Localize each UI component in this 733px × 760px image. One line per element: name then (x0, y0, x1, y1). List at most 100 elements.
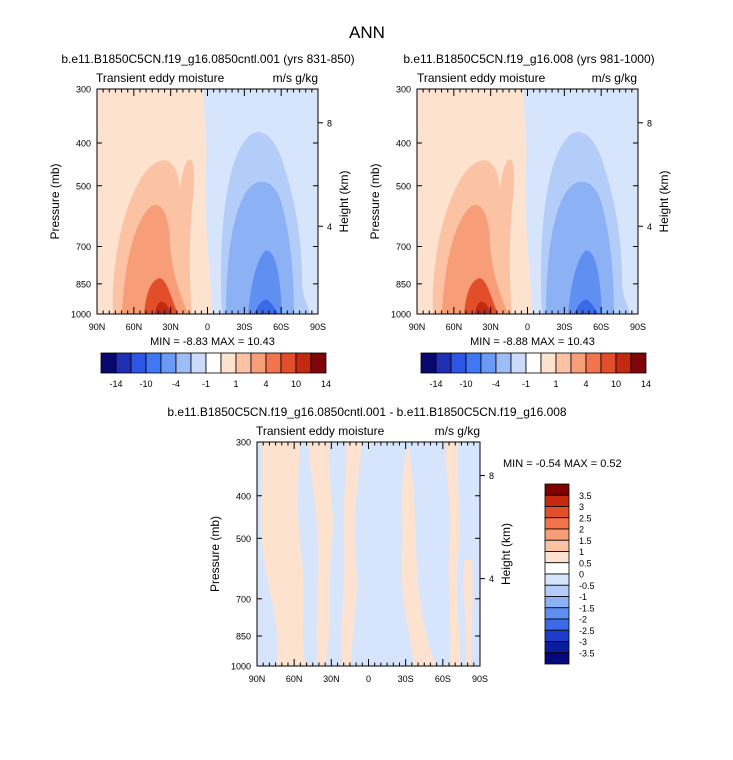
panel-2-colorbar-label: -14 (429, 379, 442, 389)
panel-1-colorbar-box (310, 352, 327, 374)
panel-1-height-tick-label: 4 (327, 222, 332, 232)
panel-1-x-tick-label: 60S (273, 322, 289, 332)
panel-3-colorbar-box (544, 584, 570, 597)
panel-3-colorbar-box (544, 506, 570, 519)
panel-2-colorbar-box (525, 352, 542, 374)
panel-2-colorbar: -14 -10 -4 -1 1 4 10 14 (420, 352, 651, 389)
panel-2-x-tick-label: 60N (446, 322, 463, 332)
panel-1-plot (96, 88, 319, 315)
panel-1-colorbar-box (130, 352, 147, 374)
panel-1-colorbar-box (295, 352, 312, 374)
panel-2-colorbar-box (420, 352, 437, 374)
panel-1-x-tick-label: 0 (205, 322, 210, 332)
panel-3-colorbar-box (544, 573, 570, 586)
panel-2-subtitle-right: m/s g/kg (592, 71, 637, 85)
panel-2-x-tick-label: 30S (556, 322, 572, 332)
panel-2-y-tick-label: 300 (396, 85, 411, 95)
panel-3-y-tick-label: 1000 (231, 662, 251, 672)
panel-3-height-tick-label: 4 (489, 574, 494, 584)
panel-1-colorbar-box (145, 352, 162, 374)
panel-3-colorbar-box (544, 652, 570, 665)
panel-1-colorbar-box (235, 352, 252, 374)
panel-1-colorbar-box (220, 352, 237, 374)
panel-1-colorbar-box (100, 352, 117, 374)
panel-1-y-tick-label: 500 (76, 181, 91, 191)
panel-3-y-tick-label: 700 (236, 594, 251, 604)
panel-1-colorbar-label: 4 (263, 379, 268, 389)
panel-2-ylabel: Pressure (mb) (368, 163, 382, 239)
panel-1-y-tick-label: 850 (76, 279, 91, 289)
panel-3-height-tick-label: 8 (489, 471, 494, 481)
panel-2-colorbar-box (450, 352, 467, 374)
panel-3-colorbar-box (544, 551, 570, 564)
panel-2-colorbar-label: 14 (641, 379, 651, 389)
panel-2-y-tick-label: 400 (396, 139, 411, 149)
panel-1: b.e11.B1850C5CN.f19_g16.0850cntl.001 (yr… (61, 52, 355, 315)
panel-1-colorbar-label: 14 (321, 379, 331, 389)
panel-2-colorbar-box (600, 352, 617, 374)
panel-3-x-tick-label: 90S (472, 674, 488, 684)
panel-1-axes: 300 400 500 700 850 1000 8 4 90N 60N 30N 0 30S 60S 90S… (48, 85, 351, 349)
panel-3-colorbar-label: -0.5 (579, 581, 595, 591)
panel-3-colorbar-label: 1.5 (579, 536, 592, 546)
panel-1-y-tick-label: 1000 (71, 310, 91, 320)
panel-3-colorbar: 3.532.5 21.510.5 0-0.5-1-1.5 -2-2.5-3-3.5 (544, 483, 595, 665)
panel-1-x-tick-label: 90S (310, 322, 326, 332)
figure-title: ANN (349, 23, 385, 42)
panel-2-colorbar-box (495, 352, 512, 374)
panel-1-y-tick-label: 300 (76, 85, 91, 95)
panel-2-x-tick-label: 90N (409, 322, 426, 332)
panel-2-axes: 300 400 500 700 850 1000 8 4 90N 60N 30N 0 30S 60S 90S… (368, 85, 671, 349)
panel-1-x-tick-label: 30S (236, 322, 252, 332)
panel-2-colorbar-label: 4 (583, 379, 588, 389)
panel-2-colorbar-box (510, 352, 527, 374)
panel-1-colorbar-label: -14 (109, 379, 122, 389)
panel-3-colorbar-label: 2 (579, 525, 584, 535)
panel-1-y-tick-label: 700 (76, 242, 91, 252)
panel-2-colorbar-box (435, 352, 452, 374)
panel-3-colorbar-label: -2 (579, 615, 587, 625)
panel-2-colorbar-box (555, 352, 572, 374)
panel-1-colorbar-box (205, 352, 222, 374)
panel-2-ylabel-right: Height (km) (657, 170, 671, 232)
panel-1-y-tick-label: 400 (76, 139, 91, 149)
panel-1-subtitle-right: m/s g/kg (273, 71, 318, 85)
panel-2-plot (416, 88, 639, 315)
panel-1-subtitle-left: Transient eddy moisture (96, 71, 225, 85)
panel-3-stats: MIN = -0.54 MAX = 0.52 (503, 458, 622, 470)
panel-1-title: b.e11.B1850C5CN.f19_g16.0850cntl.001 (yr… (61, 52, 354, 66)
panel-3-colorbar-box (544, 539, 570, 552)
panel-2-colorbar-label: -10 (459, 379, 472, 389)
panel-1-x-tick-label: 30N (162, 322, 179, 332)
panel-3-y-tick-label: 500 (236, 534, 251, 544)
panel-2-colorbar-box (615, 352, 632, 374)
panel-2-y-tick-label: 1000 (391, 310, 411, 320)
panel-3-colorbar-label: -3 (579, 637, 587, 647)
panel-2-colorbar-box (540, 352, 557, 374)
panel-2-colorbar-box (630, 352, 647, 374)
panel-3-colorbar-box (544, 596, 570, 609)
panel-3-colorbar-label: 0.5 (579, 558, 592, 568)
panel-1-colorbar-box (265, 352, 282, 374)
panel-3-x-tick-label: 0 (366, 674, 371, 684)
panel-2-colorbar-label: 10 (611, 379, 621, 389)
panel-2-colorbar-box (585, 352, 602, 374)
panel-3-colorbar-box (544, 494, 570, 507)
panel-3-y-tick-label: 850 (236, 631, 251, 641)
panel-3-colorbar-label: -1 (579, 592, 587, 602)
panel-3-colorbar-box (544, 528, 570, 541)
panel-3-plot (256, 441, 481, 667)
panel-3-colorbar-box (544, 641, 570, 654)
panel-2-colorbar-box (570, 352, 587, 374)
panel-2-x-tick-label: 0 (525, 322, 530, 332)
panel-1-colorbar-box (175, 352, 192, 374)
panel-3-colorbar-label: -3.5 (579, 648, 595, 658)
panel-1-stats: MIN = -8.83 MAX = 10.43 (150, 336, 275, 348)
panel-2-x-tick-label: 90S (630, 322, 646, 332)
panel-2-height-tick-label: 8 (647, 118, 652, 128)
panel-1-colorbar: -14 -10 -4 -1 1 4 10 14 (100, 352, 331, 389)
panel-3-colorbar-box (544, 517, 570, 530)
panel-1-colorbar-box (115, 352, 132, 374)
